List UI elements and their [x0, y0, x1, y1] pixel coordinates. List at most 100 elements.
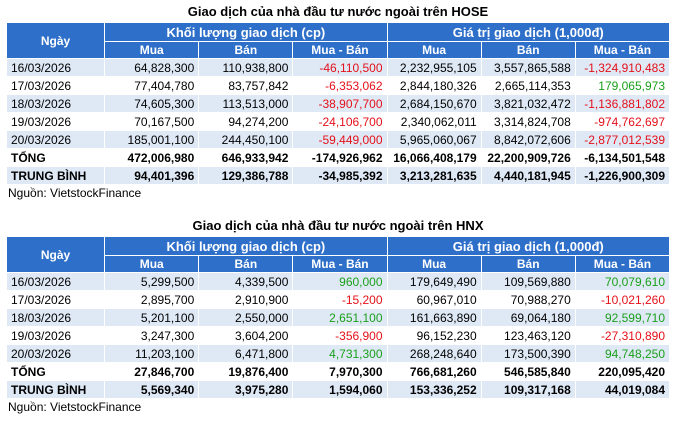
value-cell: 2,550,000 [198, 308, 294, 327]
value-cell: 472,006,980 [104, 148, 200, 167]
col-header: Mua [386, 255, 482, 273]
total-row: TỔNG 472,006,980 646,933,942 -174,926,962 16… [5, 148, 671, 167]
value-cell: -6,353,062 [292, 76, 388, 95]
value-cell: 70,167,500 [104, 112, 200, 131]
hose-table: Ngày Khối lượng giao dịch (cp) Giá trị g… [5, 22, 671, 185]
value-cell: 2,684,150,670 [386, 94, 482, 113]
value-cell: 3,975,280 [198, 380, 294, 399]
value-cell: 6,471,800 [198, 344, 294, 363]
value-cell: -974,762,697 [574, 112, 671, 131]
value-cell: -15,200 [292, 290, 388, 309]
value-cell: 5,299,500 [104, 272, 200, 291]
value-cell: -34,985,392 [292, 166, 388, 185]
value-cell: 74,605,300 [104, 94, 200, 113]
average-row: TRUNG BÌNH 5,569,340 3,975,280 1,594,060 153… [5, 380, 671, 399]
value-cell: 16,066,408,179 [386, 148, 482, 167]
value-cell: 220,095,420 [574, 362, 671, 381]
value-cell: 2,340,062,011 [386, 112, 482, 131]
total-row-label: TỔNG [5, 362, 106, 381]
hnx-title: Giao dịch của nhà đầu tư nước ngoài trên… [192, 218, 484, 233]
value-cell: 4,440,181,945 [480, 166, 576, 185]
value-cell: 94,401,396 [104, 166, 200, 185]
value-cell: 3,821,032,472 [480, 94, 576, 113]
value-cell: 129,386,788 [198, 166, 294, 185]
average-row-label: TRUNG BÌNH [5, 166, 106, 185]
value-cell: 110,938,800 [198, 58, 294, 77]
table-row: 18/03/2026 74,605,300 113,513,000 -38,907,7… [5, 94, 671, 113]
value-cell: 2,910,900 [198, 290, 294, 309]
value-cell: 3,213,281,635 [386, 166, 482, 185]
value-cell: 69,064,180 [480, 308, 576, 327]
value-cell: 185,001,100 [104, 130, 200, 149]
table-row: 20/03/2026 11,203,100 6,471,800 4,731,300 26… [5, 344, 671, 363]
value-cell: 8,842,072,606 [480, 130, 576, 149]
total-row: TỔNG 27,846,700 19,876,400 7,970,300 766,681… [5, 362, 671, 381]
value-cell: 2,651,100 [292, 308, 388, 327]
col-header: Bán [198, 255, 294, 273]
hose-source: Nguồn: VietstockFinance [8, 186, 142, 200]
value-cell: 244,450,100 [198, 130, 294, 149]
col-header: Mua - Bán [574, 255, 671, 273]
value-cell: 173,500,390 [480, 344, 576, 363]
value-cell: 5,965,060,067 [386, 130, 482, 149]
value-cell: -10,021,260 [574, 290, 671, 309]
value-cell: 153,336,252 [386, 380, 482, 399]
col-header: Mua - Bán [292, 255, 388, 273]
value-cell: 92,599,710 [574, 308, 671, 327]
value-cell: 70,079,610 [574, 272, 671, 291]
value-cell: -38,907,700 [292, 94, 388, 113]
value-cell: 766,681,260 [386, 362, 482, 381]
value-cell: -2,877,012,539 [574, 130, 671, 149]
average-row: TRUNG BÌNH 94,401,396 129,386,788 -34,985,3… [5, 166, 671, 185]
value-cell: -27,310,890 [574, 326, 671, 345]
value-cell: 179,065,973 [574, 76, 671, 95]
table-row: 16/03/2026 5,299,500 4,339,500 960,000 179,6… [5, 272, 671, 291]
hose-section: Giao dịch của nhà đầu tư nước ngoài trên… [5, 2, 671, 201]
value-cell: 94,274,200 [198, 112, 294, 131]
table-row: 19/03/2026 3,247,300 3,604,200 -356,900 96,1… [5, 326, 671, 345]
value-cell: 4,339,500 [198, 272, 294, 291]
volume-header: Khối lượng giao dịch (cp) [104, 236, 388, 256]
hose-title: Giao dịch của nhà đầu tư nước ngoài trên… [187, 4, 489, 19]
col-header: Mua [386, 41, 482, 59]
value-cell: -59,449,000 [292, 130, 388, 149]
table-row: 18/03/2026 5,201,100 2,550,000 2,651,100 161… [5, 308, 671, 327]
col-header: Mua [104, 41, 200, 59]
value-cell: 161,663,890 [386, 308, 482, 327]
col-header: Mua [104, 255, 200, 273]
value-cell: 94,748,250 [574, 344, 671, 363]
value-cell: 109,569,880 [480, 272, 576, 291]
value-cell: 3,604,200 [198, 326, 294, 345]
value-cell: 3,247,300 [104, 326, 200, 345]
value-cell: 3,314,824,708 [480, 112, 576, 131]
col-header: Bán [480, 255, 576, 273]
volume-header: Khối lượng giao dịch (cp) [104, 22, 388, 42]
table-row: 19/03/2026 70,167,500 94,274,200 -24,106,70… [5, 112, 671, 131]
table-row: 17/03/2026 2,895,700 2,910,900 -15,200 60,96… [5, 290, 671, 309]
value-cell: 179,649,490 [386, 272, 482, 291]
value-cell: 22,200,909,726 [480, 148, 576, 167]
value-header: Giá trị giao dịch (1,000đ) [386, 22, 671, 42]
table-row: 16/03/2026 64,828,300 110,938,800 -46,110,5… [5, 58, 671, 77]
value-cell: 1,594,060 [292, 380, 388, 399]
average-row-label: TRUNG BÌNH [5, 380, 106, 399]
date-cell: 18/03/2026 [5, 308, 106, 327]
table-row: 20/03/2026 185,001,100 244,450,100 -59,449,… [5, 130, 671, 149]
col-header: Bán [198, 41, 294, 59]
value-cell: 60,967,010 [386, 290, 482, 309]
value-cell: 77,404,780 [104, 76, 200, 95]
value-cell: 960,000 [292, 272, 388, 291]
date-cell: 18/03/2026 [5, 94, 106, 113]
day-header: Ngày [5, 22, 106, 59]
value-cell: 646,933,942 [198, 148, 294, 167]
value-cell: 2,895,700 [104, 290, 200, 309]
value-cell: 96,152,230 [386, 326, 482, 345]
value-cell: -46,110,500 [292, 58, 388, 77]
date-cell: 20/03/2026 [5, 344, 106, 363]
value-cell: 268,248,640 [386, 344, 482, 363]
value-cell: 123,463,120 [480, 326, 576, 345]
day-header: Ngày [5, 236, 106, 273]
value-cell: 11,203,100 [104, 344, 200, 363]
date-cell: 20/03/2026 [5, 130, 106, 149]
value-cell: -1,136,881,802 [574, 94, 671, 113]
